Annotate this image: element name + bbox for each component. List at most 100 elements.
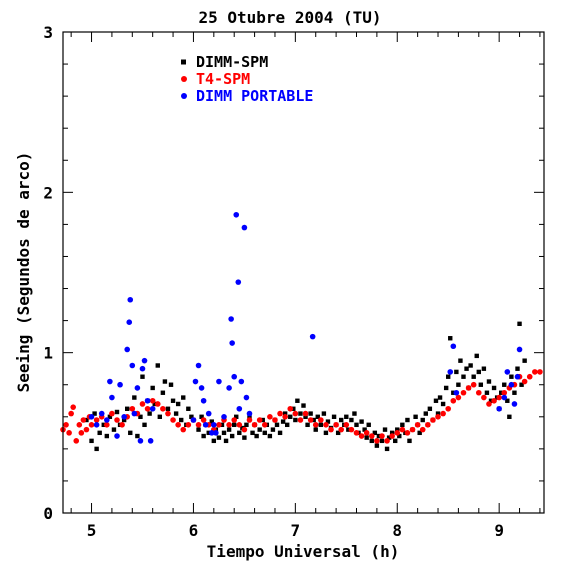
data-point [134,385,141,391]
data-point [282,411,288,416]
data-point [135,433,140,439]
data-point [216,422,222,428]
data-point [241,426,248,433]
data-point [256,417,263,423]
data-point [328,426,334,433]
data-point [372,430,378,436]
chart-title: 25 Otubre 2004 (TU) [198,8,381,27]
data-point [537,369,543,375]
data-point [308,411,313,416]
data-point [312,422,319,428]
data-point [484,390,490,395]
data-point [70,404,76,410]
data-point [376,433,382,439]
data-point [189,414,194,419]
data-point [450,343,457,350]
data-point [160,405,166,412]
data-point [486,379,492,384]
data-point [185,422,192,428]
data-point [343,422,350,428]
data-point [395,427,400,432]
data-point [448,336,453,341]
data-point [364,435,369,440]
data-point [144,397,151,404]
data-point [338,426,345,433]
data-point [68,410,74,417]
data-point [515,366,520,371]
data-point [127,296,134,303]
legend-label: DIMM PORTABLE [196,87,313,105]
data-point [223,438,229,444]
data-point [267,414,273,420]
data-point [88,422,95,428]
data-point [386,435,392,440]
legend-label: DIMM-SPM [196,53,268,71]
data-point [149,397,156,404]
data-point [201,433,206,439]
x-tick-label: 9 [494,521,504,540]
data-point [226,427,232,432]
data-point [147,438,154,444]
data-point [196,427,201,432]
data-point [181,395,186,400]
data-point [267,433,273,439]
data-point [323,422,329,428]
data-point [246,417,253,423]
data-point [440,410,446,417]
data-point [363,430,370,436]
data-point [447,369,454,375]
data-point [295,398,300,403]
data-point [368,433,375,439]
data-point [374,438,380,444]
data-point [349,417,354,423]
data-point [104,433,110,439]
data-point [170,398,176,403]
data-point [344,414,349,419]
data-point [149,405,156,412]
data-point [526,373,533,380]
legend-marker [181,76,187,82]
data-point [251,422,258,428]
legend-label: T4-SPM [196,70,250,88]
data-point [236,422,243,428]
data-point [208,430,215,436]
data-point [152,401,157,407]
data-point [461,374,466,379]
data-point [382,427,388,432]
data-point [321,411,327,416]
data-point [333,422,339,428]
data-point [453,389,460,396]
data-point [231,373,238,380]
data-point [221,414,227,420]
data-point [238,378,245,385]
y-tick-label: 1 [43,344,53,363]
data-point [211,422,217,428]
data-point [231,417,238,423]
data-point [128,430,133,436]
data-point [78,430,85,436]
data-point [280,419,286,424]
y-axis-label: Seeing (Segundos de arco) [14,152,33,393]
data-point [241,224,248,231]
data-point [200,397,207,404]
data-point [323,430,329,436]
data-point [139,365,146,372]
data-point [522,358,527,363]
legend-marker [181,59,186,65]
data-point [211,438,217,444]
data-point [474,353,479,359]
data-point [445,405,452,412]
y-tick-label: 3 [43,23,53,42]
data-point [404,430,411,436]
data-point [516,346,523,353]
data-point [216,435,222,440]
data-point [76,422,83,428]
data-point [270,427,276,432]
data-point [288,414,293,419]
data-point [83,426,90,433]
data-point [233,211,240,218]
data-point [114,417,120,423]
data-point [97,430,102,436]
data-point [272,417,278,423]
